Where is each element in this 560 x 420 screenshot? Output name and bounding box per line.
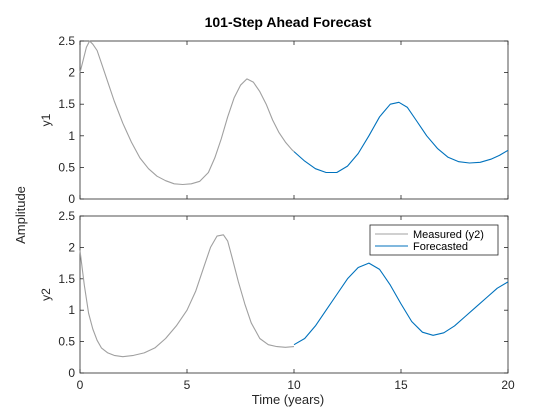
y-tick-label: 2.5 <box>58 34 75 48</box>
x-tick-label: 10 <box>287 378 301 392</box>
y-tick-label: 1.5 <box>58 97 75 111</box>
subplot-1: 0 0.5 1 1.5 2 2.5 y1 <box>39 34 509 206</box>
y-tick-label: 1 <box>68 303 75 317</box>
y-axis-label: y1 <box>39 113 53 126</box>
x-tick-label: 20 <box>501 378 515 392</box>
y-axis-label: y2 <box>39 288 53 301</box>
shared-y-axis-label: Amplitude <box>13 186 28 244</box>
subplots: 0 0.5 1 1.5 2 2.5 y1 0 5 10 15 20 0 0.5 1 1.5 2 2.5 y2 Meas… <box>39 34 515 392</box>
y-tick-label: 0 <box>68 366 75 380</box>
series-line-measured <box>79 234 295 358</box>
chart-title: 101-Step Ahead Forecast <box>205 14 372 30</box>
y-tick-label: 1.5 <box>58 272 75 286</box>
subplot-2: 0 5 10 15 20 0 0.5 1 1.5 2 2.5 y2 Measured (y2)Forec… <box>39 209 515 392</box>
x-tick-label: 5 <box>184 378 191 392</box>
legend-box <box>369 224 499 256</box>
plot-area <box>79 40 509 200</box>
legend-entry: Forecasted <box>413 241 468 253</box>
legend: Measured (y2)Forecasted <box>369 224 499 256</box>
y-tick-label: 0.5 <box>58 160 75 174</box>
series-line-measured <box>79 40 295 186</box>
y-tick-label: 2.5 <box>58 209 75 223</box>
series-line-forecast <box>293 101 509 174</box>
y-tick-label: 2 <box>68 240 75 254</box>
x-tick-label: 0 <box>77 378 84 392</box>
x-tick-label: 15 <box>394 378 408 392</box>
y-tick-label: 1 <box>68 129 75 143</box>
x-axis-label: Time (years) <box>252 392 324 407</box>
y-tick-label: 0.5 <box>58 335 75 349</box>
series-line-forecast <box>293 262 509 346</box>
y-tick-label: 0 <box>68 192 75 206</box>
legend-entry: Measured (y2) <box>413 229 484 241</box>
y-tick-label: 2 <box>68 66 75 80</box>
